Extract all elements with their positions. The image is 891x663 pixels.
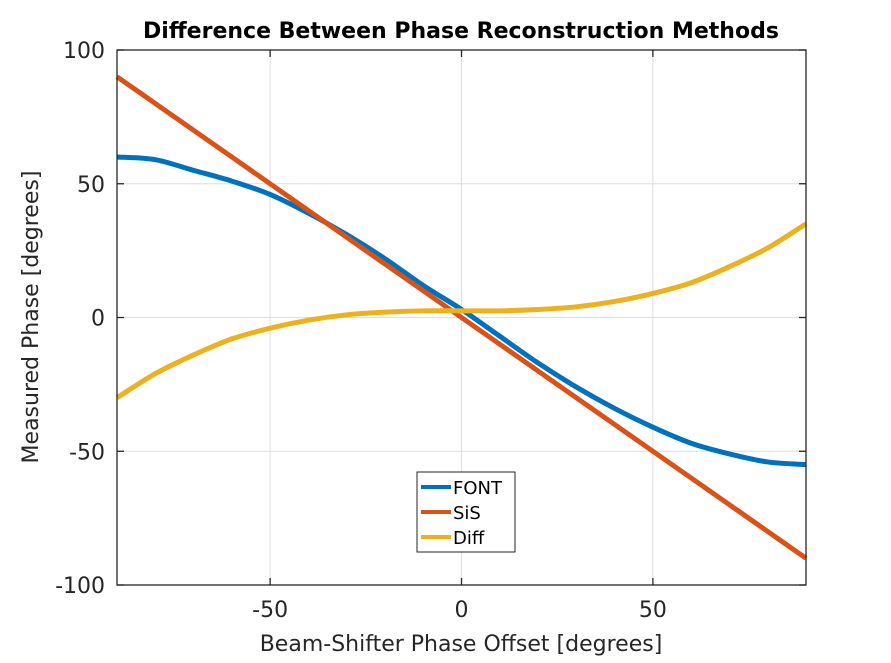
y-tick-label: 50 <box>77 173 105 198</box>
y-tick-label: 0 <box>91 307 105 332</box>
series-line-diff <box>115 221 808 400</box>
legend-label-sis: SiS <box>453 503 481 524</box>
y-axis-label: Measured Phase [degrees] <box>19 171 44 464</box>
y-tick-label: -50 <box>69 440 105 465</box>
x-tick-label: -50 <box>252 598 288 623</box>
legend-label-font: FONT <box>453 478 503 499</box>
series-line-sis <box>115 74 808 561</box>
x-axis-label: Beam-Shifter Phase Offset [degrees] <box>260 632 663 657</box>
x-tick-label: 50 <box>639 598 667 623</box>
series-layer <box>115 74 808 561</box>
y-tick-label: -100 <box>55 574 105 599</box>
chart-title: Difference Between Phase Reconstruction … <box>143 19 779 44</box>
legend: FONT SiS Diff <box>416 471 516 553</box>
y-tick-label: 100 <box>63 39 105 64</box>
ticks <box>117 49 806 586</box>
legend-label-diff: Diff <box>453 528 485 549</box>
x-tick-label: 0 <box>455 598 469 623</box>
tick-labels: -50 0 50 -100 -50 0 50 100 <box>55 39 667 623</box>
